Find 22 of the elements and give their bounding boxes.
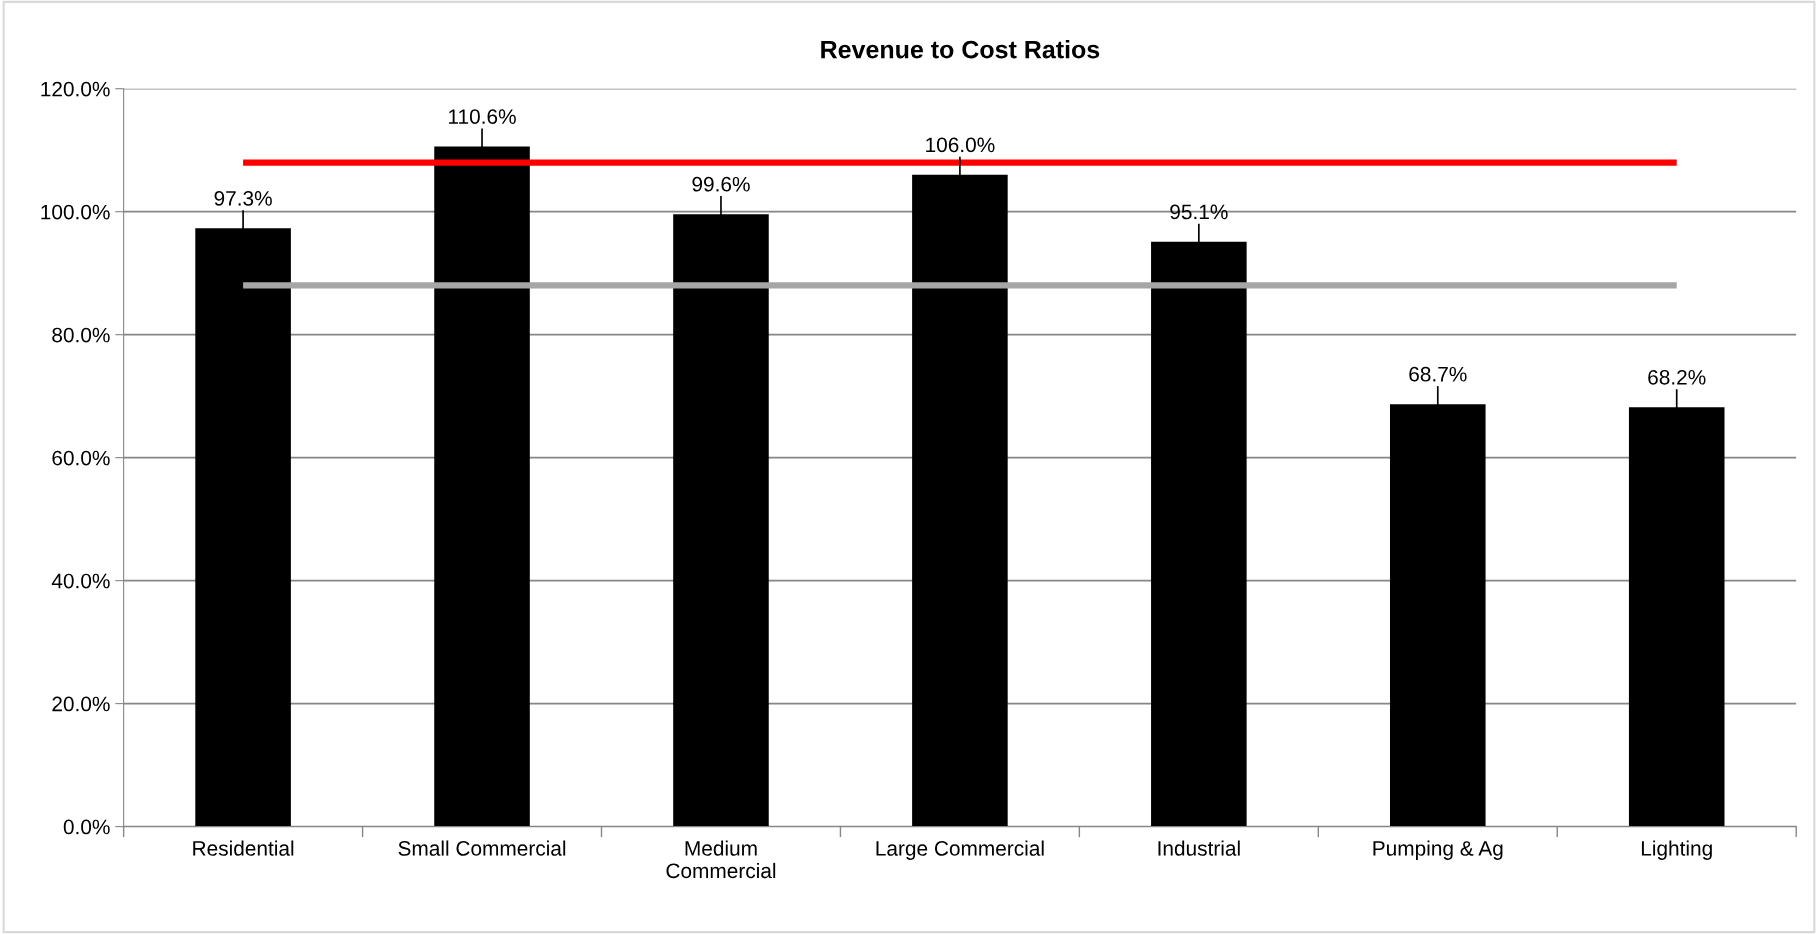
x-tick-label: Medium Commercial [666, 840, 776, 879]
data-label: 68.7% [1409, 366, 1467, 382]
y-tick-label: 100.0% [41, 204, 110, 220]
x-tick-label: Pumping & Ag [1373, 840, 1503, 860]
y-tick-label: 40.0% [51, 573, 110, 589]
data-label: 99.6% [692, 176, 750, 192]
y-tick-label: 20.0% [52, 696, 110, 712]
x-tick-label: Residential [193, 840, 294, 856]
y-tick-label: 60.0% [52, 450, 110, 466]
x-tick-label: Large Commercial [876, 840, 1044, 860]
data-label: 95.1% [1170, 204, 1228, 220]
data-label: 106.0% [926, 137, 995, 153]
x-tick-label: Lighting [1641, 840, 1712, 860]
data-label: 110.6% [449, 109, 516, 124]
x-tick-label: Industrial [1158, 840, 1240, 856]
y-tick-label: 120.0% [41, 81, 110, 97]
y-tick-label: 0.0% [63, 819, 110, 835]
data-label: 68.2% [1648, 369, 1706, 385]
y-tick-label: 80.0% [52, 327, 110, 343]
x-tick-label: Small Commercial [398, 840, 566, 856]
chart-title: Revenue to Cost Ratios [821, 40, 1100, 59]
data-label: 97.3% [214, 190, 272, 206]
